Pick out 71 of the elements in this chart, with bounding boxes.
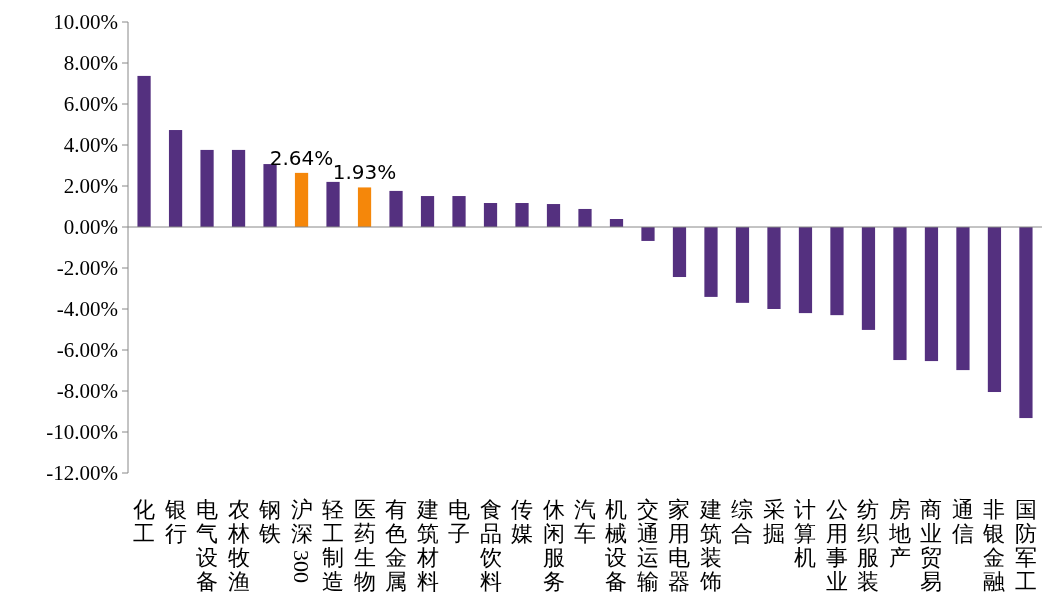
bar xyxy=(200,149,214,227)
x-tick-label: 休闲服务 xyxy=(542,496,565,594)
bar xyxy=(987,227,1002,393)
x-tick-label: 通信 xyxy=(951,496,974,546)
x-tick-label: 机械设备 xyxy=(605,496,628,594)
bar xyxy=(452,196,466,227)
bar xyxy=(231,149,246,227)
bar xyxy=(735,227,750,303)
bar xyxy=(893,227,907,361)
bar xyxy=(578,208,592,227)
bar xyxy=(515,203,529,227)
bar xyxy=(168,130,183,227)
x-tick-label: 电子 xyxy=(448,496,471,546)
x-tick-label: 食品饮料 xyxy=(478,496,502,594)
y-tick-label: -6.00% xyxy=(56,338,118,363)
x-tick-label: 传媒 xyxy=(511,496,534,546)
x-tick-label: 采掘 xyxy=(762,496,785,546)
bar xyxy=(420,196,435,227)
x-tick-label: 综合 xyxy=(731,496,754,546)
x-tick-label: 钢铁 xyxy=(258,496,282,546)
y-tick-label: 4.00% xyxy=(63,133,118,158)
bar xyxy=(924,227,939,362)
bar xyxy=(546,204,561,227)
x-tick-label: 轻工制造 xyxy=(322,496,345,594)
x-tick-label: 房地产 xyxy=(887,496,911,570)
y-tick-label: -10.00% xyxy=(46,420,118,445)
x-tick-label: 有色金属 xyxy=(385,496,408,594)
x-tick-label: 交通运输 xyxy=(636,496,659,594)
x-tick-label: 商业贸易 xyxy=(920,496,943,594)
bar xyxy=(798,227,813,314)
x-tick-label: 非银金融 xyxy=(982,496,1006,594)
x-tick-label: 沪深300 xyxy=(288,496,314,583)
y-tick-label: -4.00% xyxy=(56,297,118,322)
bar xyxy=(672,227,687,278)
bar xyxy=(357,187,372,227)
x-tick-label: 建筑材料 xyxy=(415,496,439,594)
x-tick-label: 建筑装饰 xyxy=(698,496,722,594)
x-tick-label: 纺织服装 xyxy=(857,496,880,594)
y-tick-label: -2.00% xyxy=(56,256,118,281)
y-tick-label: 0.00% xyxy=(63,215,118,240)
x-tick-label: 化工 xyxy=(133,496,156,546)
x-tick-label: 家用电器 xyxy=(668,496,691,594)
bar xyxy=(767,227,781,309)
data-label: 1.93% xyxy=(332,160,397,185)
x-tick-label: 汽车 xyxy=(574,496,596,546)
bar xyxy=(1019,227,1033,419)
x-tick-label: 医药生物 xyxy=(353,496,376,594)
y-tick-label: 8.00% xyxy=(63,51,118,76)
y-tick-label: 6.00% xyxy=(63,92,118,117)
data-label: 2.64% xyxy=(269,145,334,170)
bar xyxy=(326,181,340,227)
x-tick-label: 银行 xyxy=(163,496,187,546)
y-tick-label: 2.00% xyxy=(63,174,118,199)
y-tick-label: -12.00% xyxy=(46,461,118,486)
bar xyxy=(956,227,970,371)
bar xyxy=(483,203,498,227)
x-tick-label: 电气设备 xyxy=(196,496,219,594)
y-tick-label: -8.00% xyxy=(56,379,118,404)
x-tick-label: 公用事业 xyxy=(825,496,848,594)
bar xyxy=(861,227,876,330)
bar xyxy=(704,227,718,297)
bar xyxy=(137,75,151,227)
bar xyxy=(389,190,403,227)
bar xyxy=(263,164,277,227)
bar xyxy=(641,227,655,241)
bar xyxy=(830,227,844,316)
bar xyxy=(294,172,309,227)
x-tick-label: 农林牧渔 xyxy=(226,496,250,594)
y-tick-label: 10.00% xyxy=(53,10,118,35)
x-tick-label: 计算机 xyxy=(794,496,817,570)
x-tick-label: 国防军工 xyxy=(1014,496,1037,594)
